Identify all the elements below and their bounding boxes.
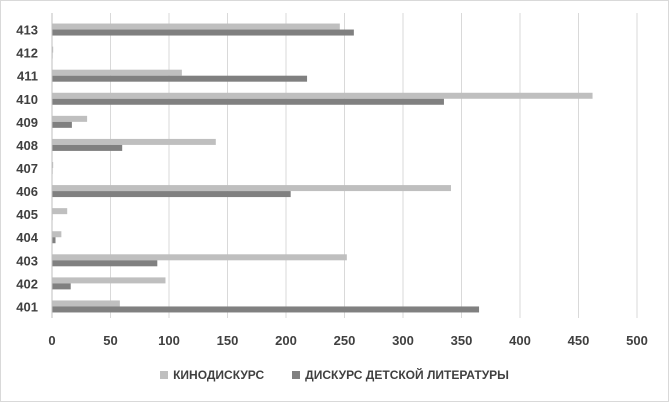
bar-410-series-1 xyxy=(52,92,593,99)
y-tick-label: 407 xyxy=(16,161,38,176)
bar-405-series-1 xyxy=(52,208,68,215)
bar-403-series-1 xyxy=(52,254,347,261)
y-tick-label: 401 xyxy=(16,299,38,314)
bar-408-series-2 xyxy=(52,144,123,151)
x-tick-label: 100 xyxy=(158,333,180,348)
legend-item-children-literature: ДИСКУРС ДЕТСКОЙ ЛИТЕРАТУРЫ xyxy=(292,368,509,382)
x-tick-label: 400 xyxy=(509,333,531,348)
bar-406-series-1 xyxy=(52,185,451,192)
y-tick-label: 406 xyxy=(16,184,38,199)
bar-402-series-1 xyxy=(52,277,166,284)
x-tick-label: 0 xyxy=(48,333,55,348)
bar-413-series-2 xyxy=(52,29,354,36)
bar-408-series-1 xyxy=(52,138,216,145)
bar-407-series-1 xyxy=(52,162,54,168)
x-tick-label: 350 xyxy=(451,333,473,348)
legend-swatch xyxy=(160,371,169,379)
y-tick-label: 408 xyxy=(16,138,38,153)
x-tick-label: 250 xyxy=(334,333,356,348)
bar-411-series-1 xyxy=(52,69,182,76)
bar-410-series-2 xyxy=(52,98,444,105)
y-tick-label: 402 xyxy=(16,276,38,291)
x-tick-label: 200 xyxy=(275,333,297,348)
x-tick-label: 50 xyxy=(103,333,117,348)
y-tick-label: 404 xyxy=(16,230,38,245)
x-tick-label: 150 xyxy=(217,333,239,348)
legend-label: КИНОДИСКУРС xyxy=(173,368,265,382)
y-tick-label: 409 xyxy=(16,115,38,130)
y-tick-label: 411 xyxy=(17,69,38,84)
bar-404-series-2 xyxy=(52,237,56,244)
legend-swatch xyxy=(292,371,301,379)
bar-409-series-2 xyxy=(52,121,72,128)
bar-401-series-1 xyxy=(52,300,120,307)
legend: КИНОДИСКУРС ДИСКУРС ДЕТСКОЙ ЛИТЕРАТУРЫ xyxy=(0,368,669,382)
x-tick-label: 500 xyxy=(626,333,648,348)
y-tick-label: 413 xyxy=(16,23,38,38)
bar-402-series-2 xyxy=(52,283,71,290)
x-tick-label: 300 xyxy=(392,333,414,348)
bar-403-series-2 xyxy=(52,260,158,267)
legend-item-kinodiskurs: КИНОДИСКУРС xyxy=(160,368,264,382)
bar-406-series-2 xyxy=(52,191,291,198)
bar-411-series-2 xyxy=(52,75,308,82)
bar-409-series-1 xyxy=(52,115,88,122)
y-tick-label: 412 xyxy=(16,46,38,61)
legend-label: ДИСКУРС ДЕТСКОЙ ЛИТЕРАТУРЫ xyxy=(305,368,509,382)
bar-412-series-1 xyxy=(52,46,54,53)
y-tick-label: 403 xyxy=(16,253,38,268)
bar-404-series-1 xyxy=(52,231,62,238)
x-tick-label: 450 xyxy=(568,333,590,348)
bar-401-series-2 xyxy=(52,306,480,313)
y-tick-label: 405 xyxy=(16,207,38,222)
y-tick-label: 410 xyxy=(16,92,38,107)
bar-413-series-1 xyxy=(52,23,340,30)
